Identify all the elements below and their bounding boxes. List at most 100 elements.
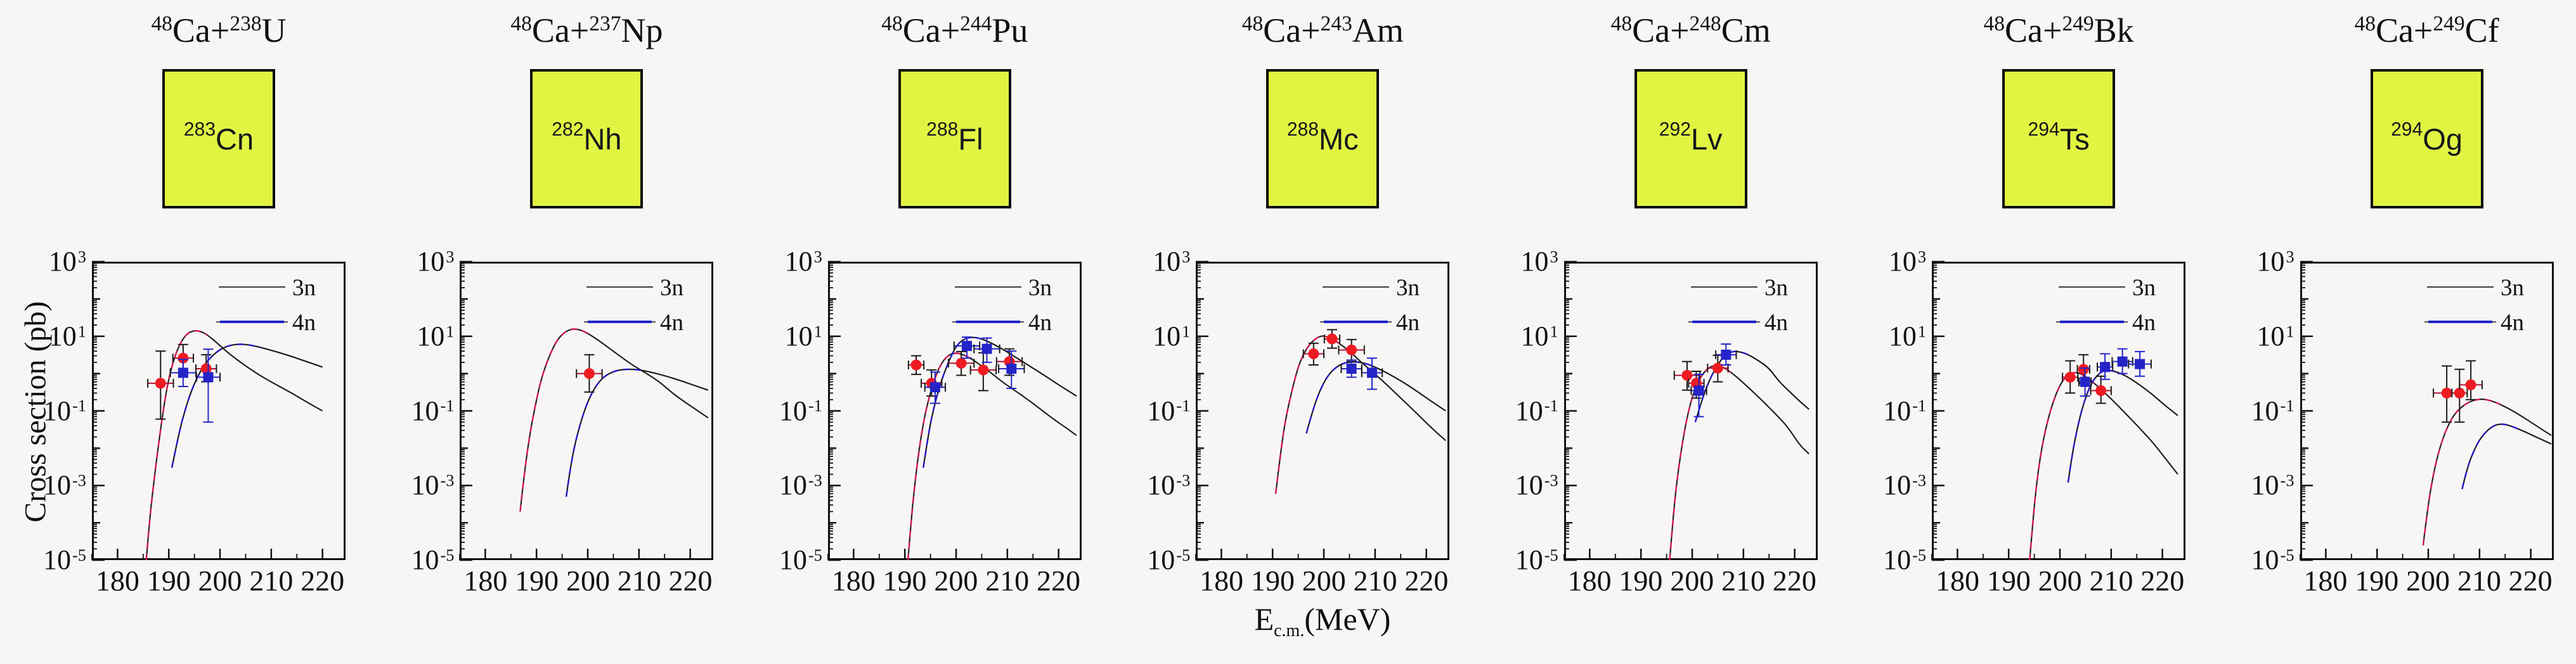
x-tick-label: 220 bbox=[1404, 565, 1449, 597]
y-tick-base: 10 bbox=[48, 246, 77, 277]
y-tick-label: 103 bbox=[1840, 243, 1927, 283]
channel-4n-curve bbox=[566, 368, 709, 497]
x-tick-label: 220 bbox=[2140, 565, 2185, 597]
y-tick-exponent: 1 bbox=[2286, 321, 2294, 341]
nuclide-box-wrap: 282 Nh bbox=[460, 60, 713, 218]
nuclide-box: 282 Nh bbox=[530, 69, 644, 208]
x-tick-label: 180 bbox=[2303, 565, 2348, 597]
reaction-title: 48Ca+237Np bbox=[460, 5, 713, 60]
legend-label-3n: 3n bbox=[292, 275, 316, 301]
y-tick-exponent: -3 bbox=[440, 471, 455, 490]
y-tick-exponent: -3 bbox=[72, 471, 86, 490]
y-tick-exponent: -3 bbox=[808, 471, 822, 490]
legend-label-4n: 4n bbox=[1028, 310, 1052, 336]
legend-label-4n: 4n bbox=[660, 310, 683, 336]
channel-4n-curve-accent bbox=[566, 368, 645, 497]
data-point-3n bbox=[2458, 360, 2483, 400]
data-point-3n bbox=[1338, 338, 1366, 362]
plot-border bbox=[2300, 262, 2554, 560]
nuclide-symbol: Lv bbox=[1690, 122, 1723, 156]
nuclide-box-wrap: 294 Og bbox=[2300, 60, 2554, 218]
data-point-3n bbox=[576, 354, 604, 393]
marker-red-circle bbox=[1712, 362, 1723, 374]
y-tick-base: 10 bbox=[2251, 395, 2279, 426]
reaction-title: 48Ca+249Bk bbox=[1932, 5, 2185, 60]
legend-label-3n: 3n bbox=[2501, 275, 2524, 301]
y-tick-base: 10 bbox=[417, 246, 445, 277]
marker-red-circle bbox=[2465, 379, 2476, 390]
y-tick-label: 10-5 bbox=[1840, 542, 1926, 582]
y-tick-base: 10 bbox=[1883, 395, 1912, 426]
marker-red-circle bbox=[200, 363, 212, 374]
data-point-4n bbox=[973, 337, 1000, 363]
x-tick-label: 190 bbox=[2355, 565, 2399, 597]
y-tick-base: 10 bbox=[48, 320, 77, 352]
y-tick-base: 10 bbox=[43, 469, 72, 501]
nuclide-box: 288 Fl bbox=[898, 69, 1011, 208]
x-tick-labels: 180 190 200 210 220 bbox=[1932, 564, 2185, 602]
y-tick-label: 10-5 bbox=[736, 542, 822, 582]
y-tick-base: 10 bbox=[411, 544, 439, 575]
y-tick-base: 10 bbox=[784, 246, 813, 277]
x-tick-labels: 180 190 200 210 220 bbox=[828, 564, 1082, 602]
y-tick-exponent: -5 bbox=[1544, 545, 1558, 565]
plot-border bbox=[92, 262, 346, 560]
y-tick-label: 10-5 bbox=[0, 542, 86, 582]
marker-red-circle bbox=[978, 364, 989, 376]
data-point-4n bbox=[953, 336, 981, 359]
y-tick-base: 10 bbox=[1515, 395, 1543, 426]
x-tick-label: 200 bbox=[1302, 565, 1346, 597]
nuclide-symbol: Cn bbox=[216, 122, 254, 156]
y-tick-label: 10-1 bbox=[0, 393, 86, 433]
data-point-3n bbox=[1302, 342, 1325, 366]
y-tick-base: 10 bbox=[779, 544, 807, 575]
nuclide-symbol: Ts bbox=[2059, 122, 2090, 156]
plot-area: 103 101 10-1 10-3 10-5 3n 4n 180 190 200 210 220 bbox=[1840, 218, 2208, 664]
nuclide-text: Am bbox=[1352, 11, 1404, 49]
marker-blue-square bbox=[961, 341, 972, 352]
y-tick-base: 10 bbox=[1888, 320, 1917, 352]
y-tick-exponent: -5 bbox=[808, 545, 822, 565]
y-tick-label: 10-5 bbox=[1472, 542, 1558, 582]
channel-3n-curve-accent bbox=[1275, 335, 1340, 494]
nuclide-symbol: Og bbox=[2423, 122, 2463, 156]
x-tick-label: 210 bbox=[2089, 565, 2133, 597]
x-tick-label: 190 bbox=[1619, 565, 1663, 597]
nuclide-box-wrap: 294 Ts bbox=[1932, 60, 2185, 218]
data-point-3n bbox=[1706, 354, 1729, 383]
legend-label-4n: 4n bbox=[2501, 310, 2524, 336]
y-tick-exponent: -1 bbox=[1912, 396, 1927, 416]
x-axis-title: Ec.m.(MeV) bbox=[1255, 601, 1391, 641]
marker-blue-square bbox=[2080, 376, 2090, 387]
nuclide-text: Ca+ bbox=[2005, 11, 2062, 49]
x-tick-label: 190 bbox=[515, 565, 559, 597]
marker-blue-square bbox=[2100, 362, 2111, 373]
y-tick-base: 10 bbox=[2251, 469, 2279, 501]
y-tick-base: 10 bbox=[1147, 544, 1175, 575]
y-tick-exponent: -3 bbox=[1912, 471, 1927, 490]
y-tick-label: 10-3 bbox=[368, 467, 455, 507]
y-tick-exponent: 3 bbox=[1917, 246, 1927, 266]
x-tick-label: 210 bbox=[1353, 565, 1397, 597]
plot-border bbox=[1932, 262, 2186, 560]
marker-red-circle bbox=[155, 378, 166, 389]
x-tick-label: 190 bbox=[1986, 565, 2031, 597]
x-tick-label: 220 bbox=[301, 565, 345, 597]
mass-superscript: 48 bbox=[2354, 11, 2376, 35]
nuclide-box: 288 Mc bbox=[1266, 69, 1380, 208]
x-axis-title-sub: c.m. bbox=[1274, 620, 1305, 641]
nuclide-symbol: Nh bbox=[583, 122, 622, 156]
x-tick-label: 200 bbox=[934, 565, 978, 597]
marker-red-circle bbox=[1308, 348, 1319, 359]
x-tick-label: 200 bbox=[2038, 565, 2082, 597]
x-tick-label: 200 bbox=[2406, 565, 2450, 597]
panel-upper: 48Ca+244Pu 288 Fl bbox=[828, 5, 1082, 218]
reaction-title: 48Ca+243Am bbox=[1196, 5, 1449, 60]
mass-superscript: 48 bbox=[881, 11, 903, 35]
plot-area: 103 101 10-1 10-3 10-5 3n 4n 180 190 200 210 220 bbox=[2208, 218, 2576, 664]
x-tick-labels: 180 190 200 210 220 bbox=[1196, 564, 1449, 602]
x-tick-label: 210 bbox=[985, 565, 1030, 597]
y-tick-label: 10-3 bbox=[1840, 467, 1927, 507]
